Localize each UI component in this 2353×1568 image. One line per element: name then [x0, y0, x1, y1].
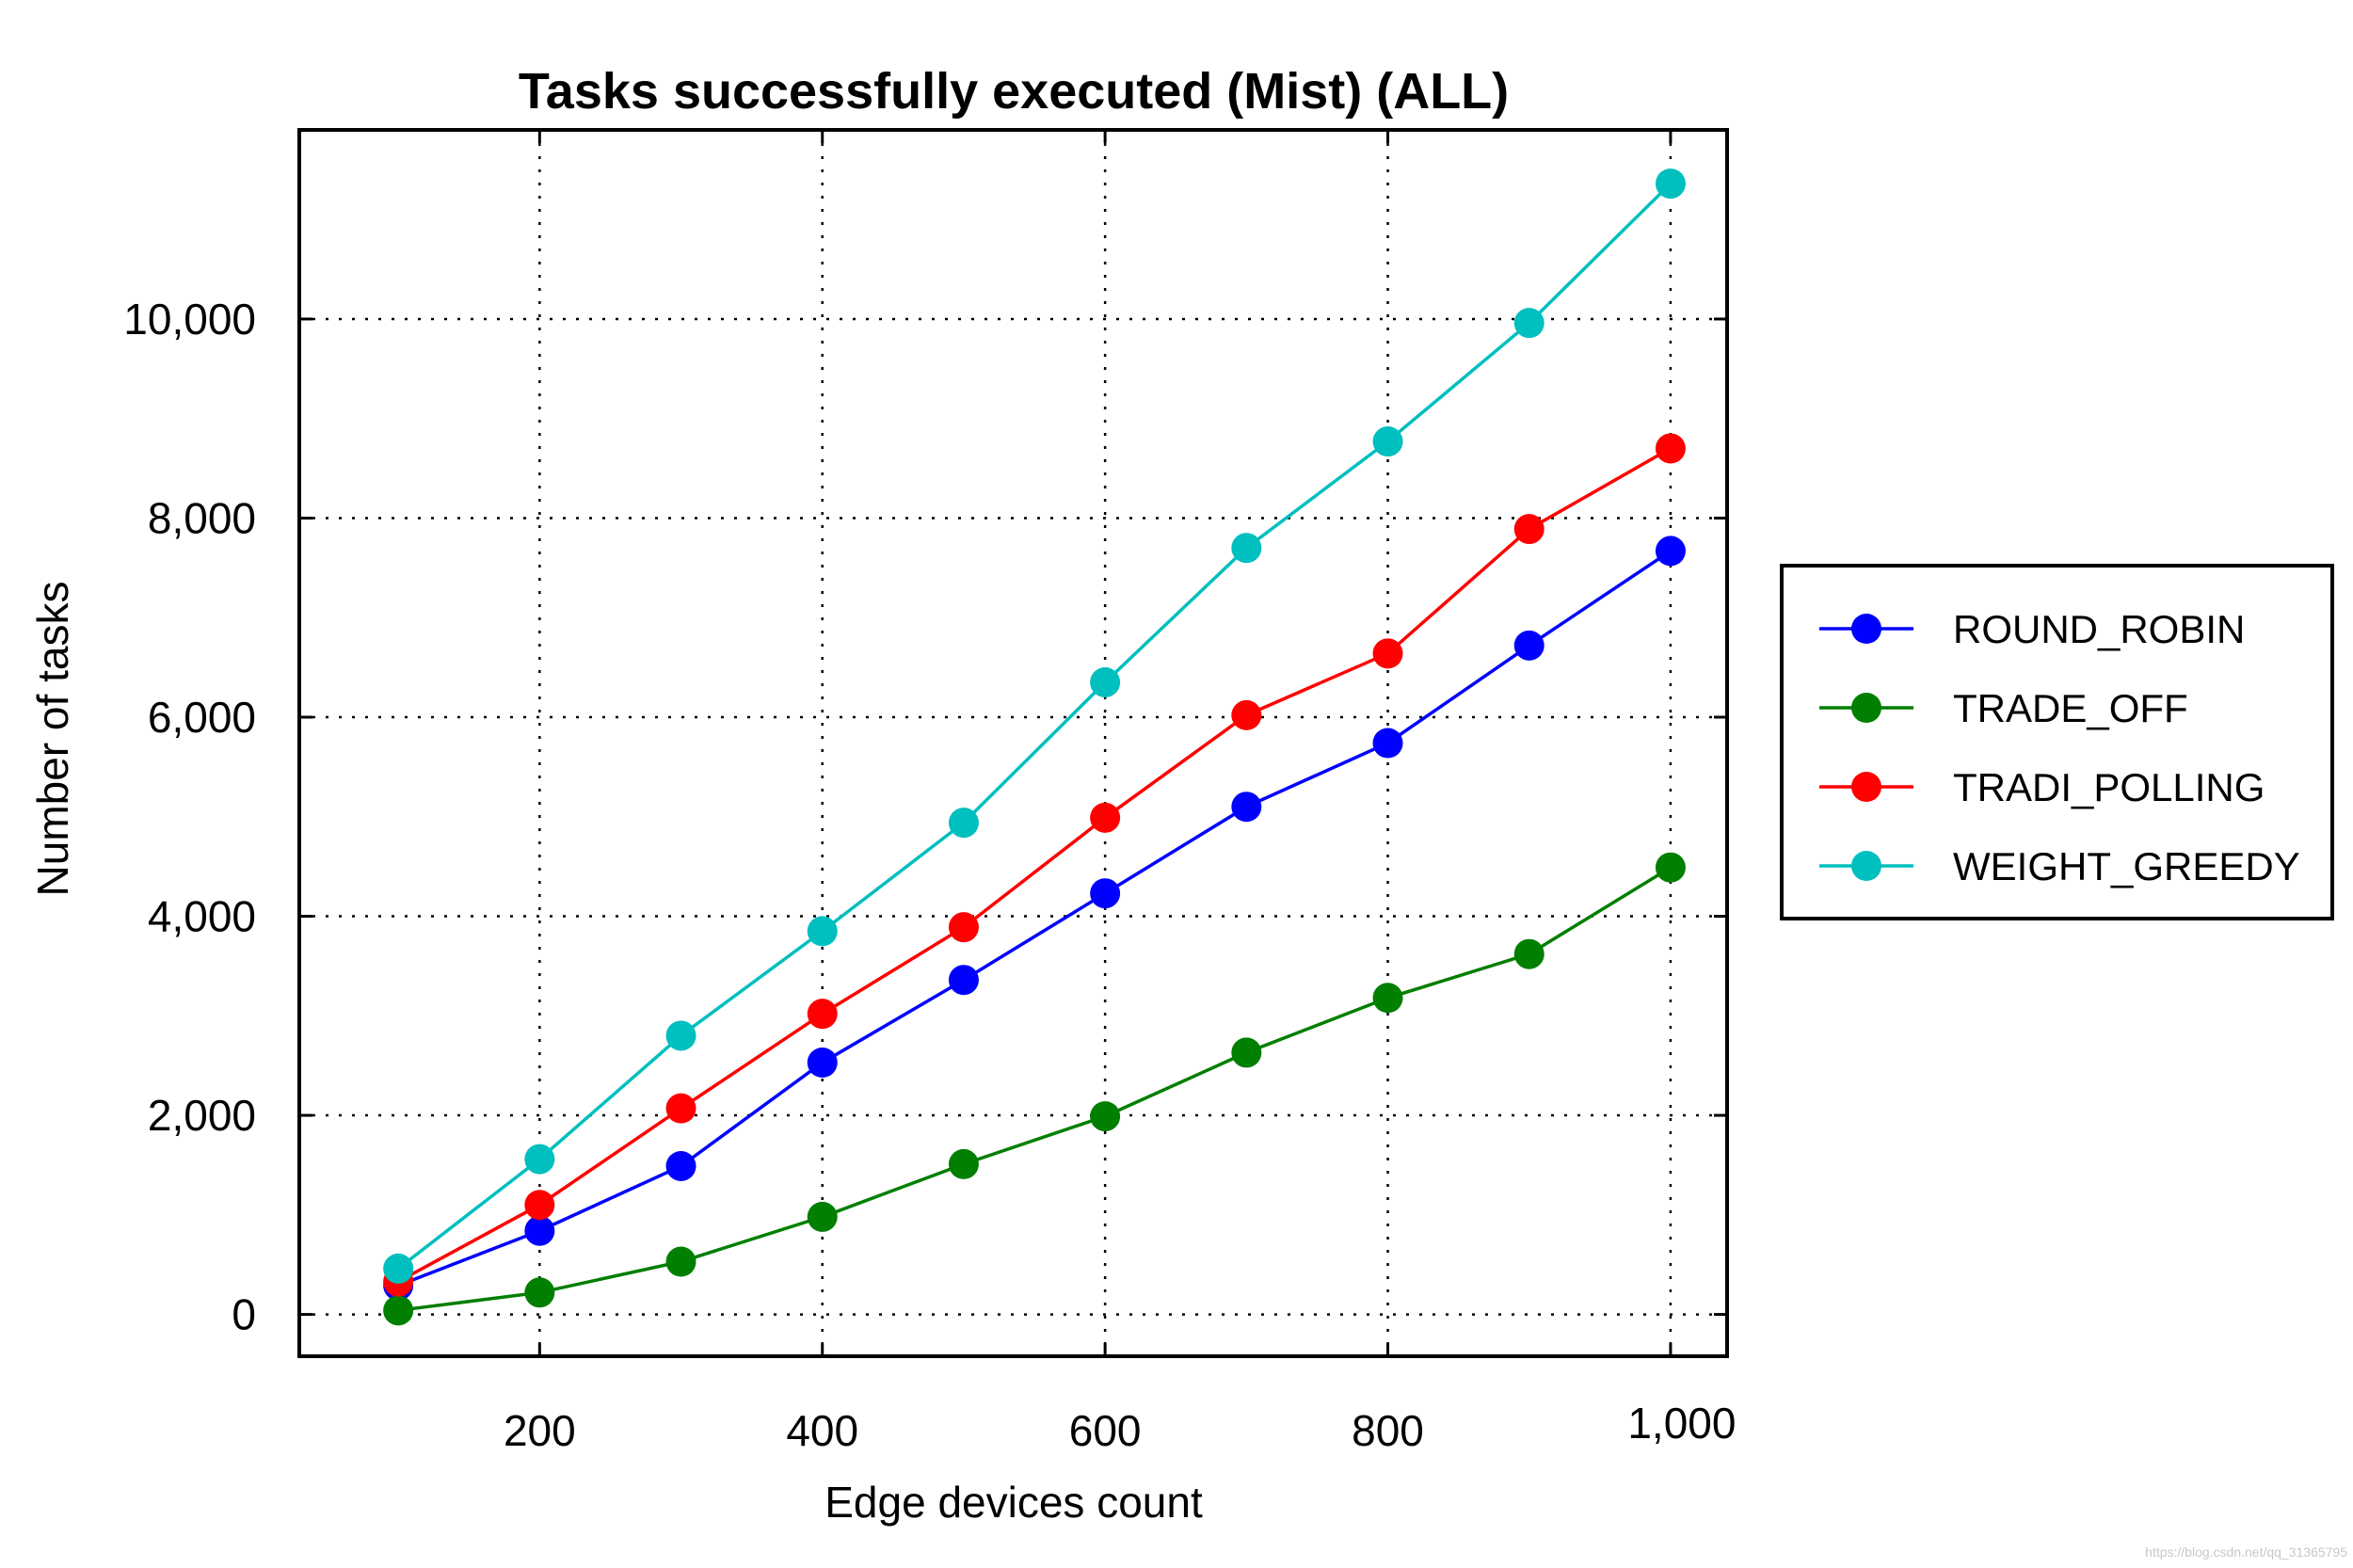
- data-point: [1231, 699, 1262, 730]
- x-tick-label: 800: [1352, 1406, 1424, 1455]
- chart-title: Tasks successfully executed (Mist) (ALL): [519, 63, 1509, 120]
- data-point: [1655, 168, 1686, 200]
- data-point: [807, 1047, 838, 1078]
- data-point: [948, 1148, 979, 1179]
- grid-lines: [299, 130, 1727, 1356]
- data-point: [1090, 878, 1121, 909]
- data-point: [1513, 630, 1545, 661]
- y-axis-label: Number of tasks: [28, 582, 77, 897]
- data-point: [1372, 728, 1403, 759]
- legend-marker: [1851, 693, 1881, 723]
- data-point: [524, 1215, 555, 1246]
- legend-marker: [1851, 614, 1881, 644]
- data-point: [1513, 308, 1545, 339]
- data-point: [1231, 792, 1262, 823]
- y-tick-label: 2,000: [148, 1091, 256, 1140]
- watermark-text: https://blog.csdn.net/qq_31365795: [2145, 1544, 2347, 1560]
- legend-label: ROUND_ROBIN: [1953, 607, 2245, 651]
- y-tick-label: 6,000: [148, 693, 256, 742]
- legend-label: TRADE_OFF: [1953, 686, 2188, 730]
- data-point: [665, 1020, 696, 1051]
- data-point: [948, 912, 979, 943]
- data-point: [1090, 666, 1121, 697]
- y-tick-label: 0: [232, 1290, 256, 1339]
- x-tick-label: 200: [504, 1406, 576, 1455]
- data-point: [807, 1201, 838, 1232]
- data-point: [1655, 852, 1686, 883]
- data-point: [1372, 638, 1403, 669]
- data-point: [1231, 1037, 1262, 1068]
- data-point: [524, 1190, 555, 1221]
- tick-labels: 200 400 600 800 1,000 0 2,000 4,000 6,000 8,000 10…: [123, 295, 1736, 1455]
- data-point: [807, 999, 838, 1030]
- data-point: [383, 1295, 414, 1326]
- plot-area-frame: [297, 128, 1729, 1358]
- series-trade-off: [383, 852, 1686, 1326]
- data-point: [1513, 938, 1545, 969]
- series-line: [397, 182, 1673, 1271]
- data-point: [665, 1246, 696, 1277]
- y-tick-label: 10,000: [123, 295, 256, 344]
- data-point: [665, 1093, 696, 1124]
- series-line: [397, 446, 1672, 1284]
- legend: ROUND_ROBIN TRADE_OFF TRADI_POLLING WEIGHT_…: [1780, 564, 2334, 920]
- series-lines: [383, 168, 1686, 1326]
- x-tick-label: 600: [1069, 1406, 1142, 1455]
- data-point: [807, 916, 838, 947]
- data-point: [524, 1277, 555, 1308]
- axis-ticks: [299, 130, 1727, 1356]
- series-tradi-polling: [383, 433, 1686, 1297]
- data-point: [1372, 983, 1403, 1014]
- y-tick-label: 8,000: [148, 493, 256, 542]
- data-point: [1231, 533, 1262, 564]
- legend-marker: [1851, 851, 1881, 881]
- series-weight-greedy: [383, 168, 1686, 1284]
- series-line: [397, 549, 1672, 1288]
- legend-marker: [1851, 772, 1881, 802]
- x-tick-label: 1,000: [1627, 1399, 1736, 1448]
- data-point: [1655, 433, 1686, 464]
- legend-label: TRADI_POLLING: [1953, 765, 2265, 809]
- legend-label: WEIGHT_GREEDY: [1953, 844, 2300, 888]
- data-point: [1513, 514, 1545, 545]
- data-point: [1372, 426, 1403, 457]
- data-point: [383, 1253, 414, 1284]
- data-point: [1655, 536, 1686, 567]
- data-point: [524, 1144, 555, 1175]
- x-axis-label: Edge devices count: [824, 1478, 1203, 1527]
- data-point: [1090, 1101, 1121, 1132]
- series-line: [397, 866, 1672, 1313]
- data-point: [665, 1150, 696, 1181]
- data-point: [948, 808, 979, 839]
- data-point: [1090, 802, 1121, 833]
- y-tick-label: 4,000: [148, 892, 256, 941]
- data-point: [948, 965, 979, 996]
- x-tick-label: 400: [786, 1406, 858, 1455]
